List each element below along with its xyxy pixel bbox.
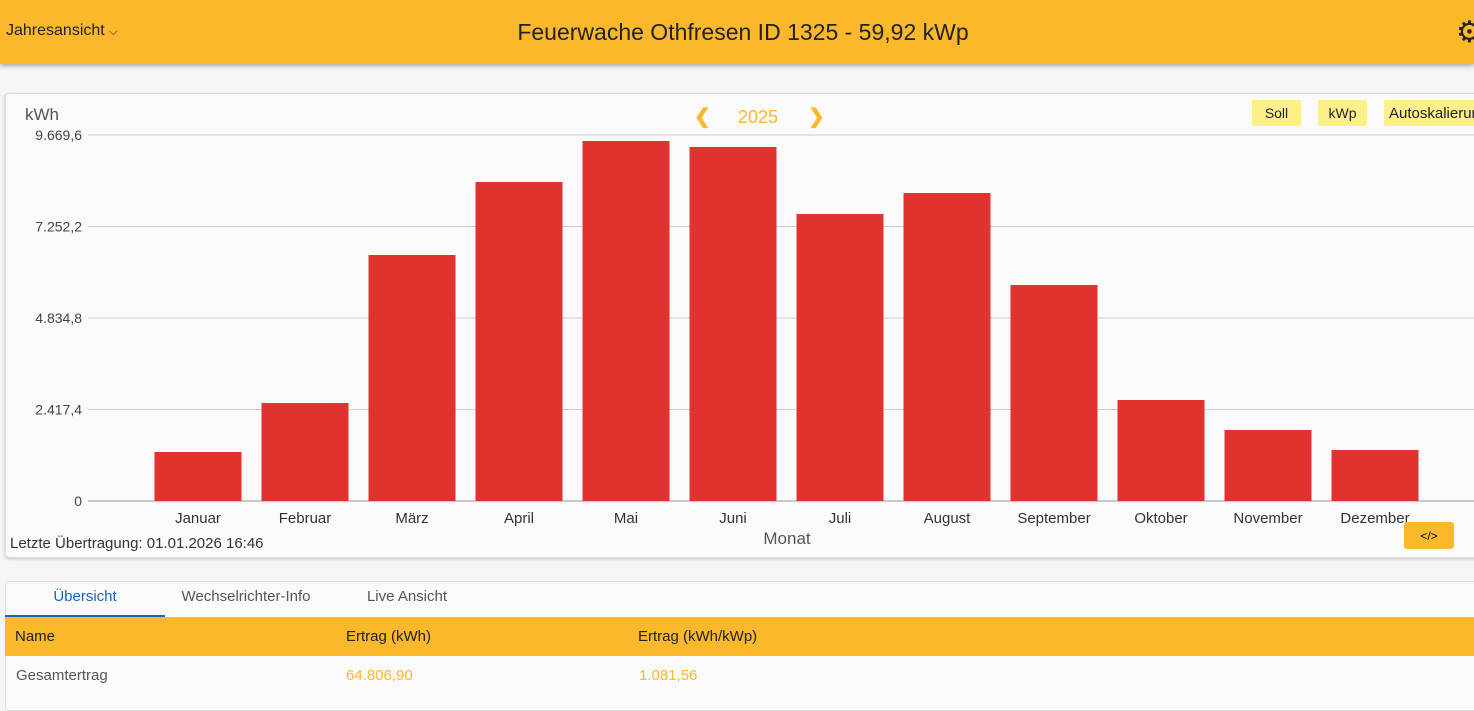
cell-ertrag-kwp: 1.081,56 bbox=[639, 667, 698, 684]
y-tick-label: 4.834,8 bbox=[35, 310, 82, 326]
y-tick-label: 2.417,4 bbox=[35, 402, 82, 418]
x-tick-label: Juni bbox=[719, 510, 747, 527]
table-row: Gesamtertrag 64.806,90 1.081,56 bbox=[5, 656, 1474, 696]
cell-ertrag: 64.806,90 bbox=[346, 667, 413, 684]
tab-uebersicht[interactable]: Übersicht bbox=[5, 588, 165, 617]
chevron-left-icon[interactable]: ❮ bbox=[694, 106, 711, 128]
kwp-button[interactable]: kWp bbox=[1318, 100, 1367, 126]
soll-button[interactable]: Soll bbox=[1252, 100, 1301, 126]
chevron-down-icon: ⌵ bbox=[109, 26, 118, 38]
tab-live-ansicht[interactable]: Live Ansicht bbox=[366, 588, 448, 605]
bar-juni bbox=[689, 146, 777, 501]
x-tick-label: Oktober bbox=[1134, 510, 1187, 527]
x-tick-label: August bbox=[924, 510, 972, 527]
bar-märz bbox=[368, 255, 456, 501]
header-name: Name bbox=[15, 628, 56, 645]
view-select-label: Jahresansicht bbox=[6, 22, 105, 39]
bar-august bbox=[903, 193, 991, 501]
view-select[interactable]: Jahresansicht ⌵ bbox=[6, 22, 118, 40]
year-label: 2025 bbox=[738, 107, 779, 127]
x-tick-label: Juli bbox=[829, 510, 852, 527]
header-ertrag-kwp: Ertrag (kWh/kWp) bbox=[638, 628, 758, 645]
bar-januar bbox=[154, 451, 242, 501]
x-tick-label: März bbox=[395, 510, 428, 527]
file-code-icon: </> bbox=[1420, 528, 1438, 543]
top-bar: Jahresansicht ⌵ Feuerwache Othfresen ID … bbox=[0, 0, 1474, 64]
bar-oktober bbox=[1117, 400, 1205, 501]
bar-mai bbox=[582, 141, 670, 501]
page-title: Feuerwache Othfresen ID 1325 - 59,92 kWp bbox=[517, 19, 969, 45]
bar-november bbox=[1224, 429, 1312, 501]
bar-februar bbox=[261, 403, 349, 501]
last-transfer: Letzte Übertragung: 01.01.2026 16:46 bbox=[10, 535, 264, 552]
x-tick-label: April bbox=[504, 510, 534, 527]
x-tick-label: September bbox=[1017, 510, 1090, 527]
x-tick-label: Januar bbox=[175, 510, 221, 527]
header-ertrag: Ertrag (kWh) bbox=[346, 628, 432, 645]
x-tick-label: November bbox=[1233, 510, 1302, 527]
y-axis-label: kWh bbox=[25, 105, 59, 124]
y-tick-label: 7.252,2 bbox=[35, 219, 82, 235]
bar-chart: 0 2.417,4 4.834,8 7.252,2 9.669,6 Januar Febru… bbox=[35, 127, 1474, 548]
bar-dezember bbox=[1331, 450, 1419, 501]
bar-juli bbox=[796, 214, 884, 501]
cell-name: Gesamtertrag bbox=[16, 667, 108, 684]
export-button[interactable]: </> bbox=[1404, 522, 1454, 549]
gear-icon[interactable]: ⚙ bbox=[1456, 16, 1474, 49]
tab-wechselrichter-info[interactable]: Wechselrichter-Info bbox=[181, 588, 311, 605]
x-tick-label: Februar bbox=[279, 510, 332, 527]
y-tick-label: 9.669,6 bbox=[35, 127, 82, 143]
y-tick-label: 0 bbox=[74, 493, 82, 509]
bar-september bbox=[1010, 284, 1098, 501]
x-axis-label: Monat bbox=[763, 529, 811, 548]
table-header: Name Ertrag (kWh) Ertrag (kWh/kWp) bbox=[5, 617, 1474, 656]
bar-april bbox=[475, 181, 563, 501]
autoscale-button[interactable]: Autoskalierung bbox=[1384, 100, 1474, 126]
x-tick-label: Mai bbox=[614, 510, 638, 527]
chevron-right-icon[interactable]: ❯ bbox=[808, 106, 825, 128]
x-tick-label: Dezember bbox=[1340, 510, 1409, 527]
